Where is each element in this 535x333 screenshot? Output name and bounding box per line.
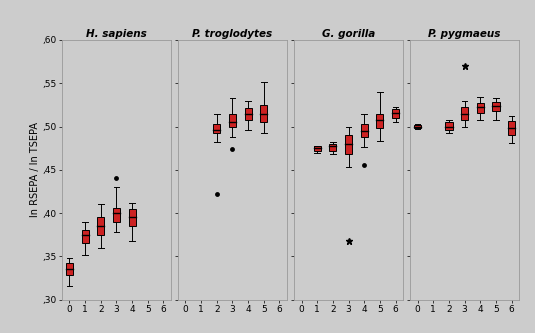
Bar	[477, 103, 484, 113]
Bar	[508, 121, 515, 135]
Bar	[128, 209, 135, 226]
Bar	[414, 125, 421, 128]
Bar	[81, 230, 89, 243]
Bar	[97, 217, 104, 235]
Bar	[361, 124, 368, 137]
Bar	[330, 144, 337, 151]
Title: H. sapiens: H. sapiens	[86, 29, 147, 39]
Y-axis label: ln RSEPA / ln TSEPA: ln RSEPA / ln TSEPA	[29, 122, 40, 217]
Title: G. gorilla: G. gorilla	[322, 29, 375, 39]
Bar	[113, 208, 120, 222]
Bar	[260, 105, 268, 122]
Title: P. pygmaeus: P. pygmaeus	[429, 29, 501, 39]
Bar	[213, 124, 220, 134]
Title: P. troglodytes: P. troglodytes	[193, 29, 272, 39]
Bar	[345, 135, 352, 154]
Bar	[376, 114, 384, 128]
Bar	[392, 109, 399, 118]
Bar	[492, 102, 500, 111]
Bar	[66, 263, 73, 275]
Bar	[244, 108, 251, 120]
Bar	[314, 147, 321, 151]
Bar	[446, 122, 453, 130]
Bar	[461, 108, 468, 120]
Bar	[229, 115, 236, 128]
